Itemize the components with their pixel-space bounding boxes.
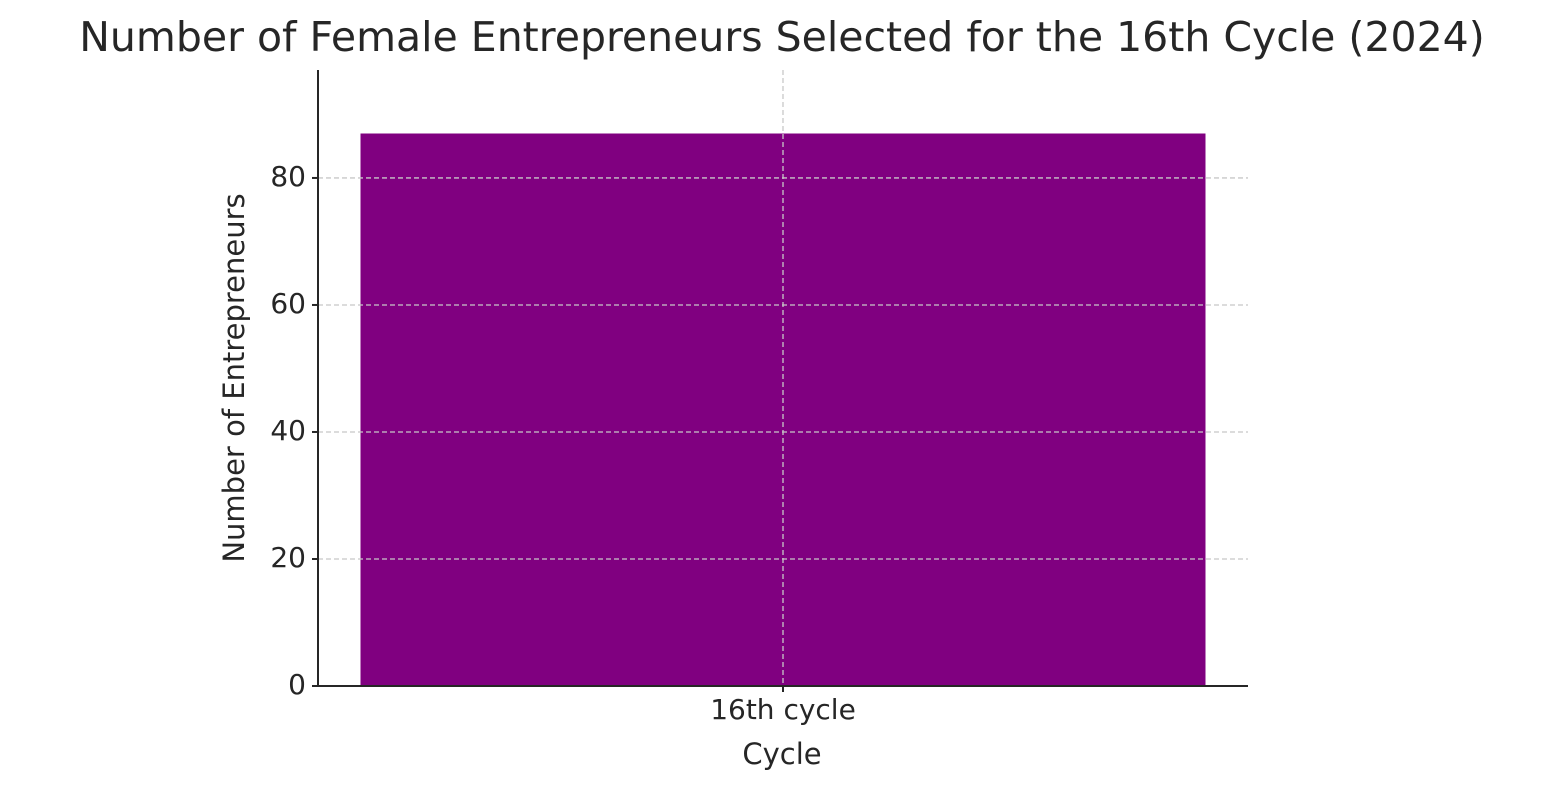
y-tick-label: 80 [270, 160, 306, 193]
y-tick-label: 20 [270, 541, 306, 574]
y-tick-label: 40 [270, 414, 306, 447]
tick-labels: 0 20 40 60 80 16th cycle [270, 160, 855, 726]
y-tick-label: 60 [270, 287, 306, 320]
y-axis-label: Number of Entrepreneurs [217, 193, 251, 562]
y-tick-label: 0 [288, 668, 306, 701]
x-axis-label: Cycle [742, 737, 821, 771]
chart-title: Number of Female Entrepreneurs Selected … [79, 13, 1485, 61]
x-tick-label: 16th cycle [710, 693, 856, 726]
